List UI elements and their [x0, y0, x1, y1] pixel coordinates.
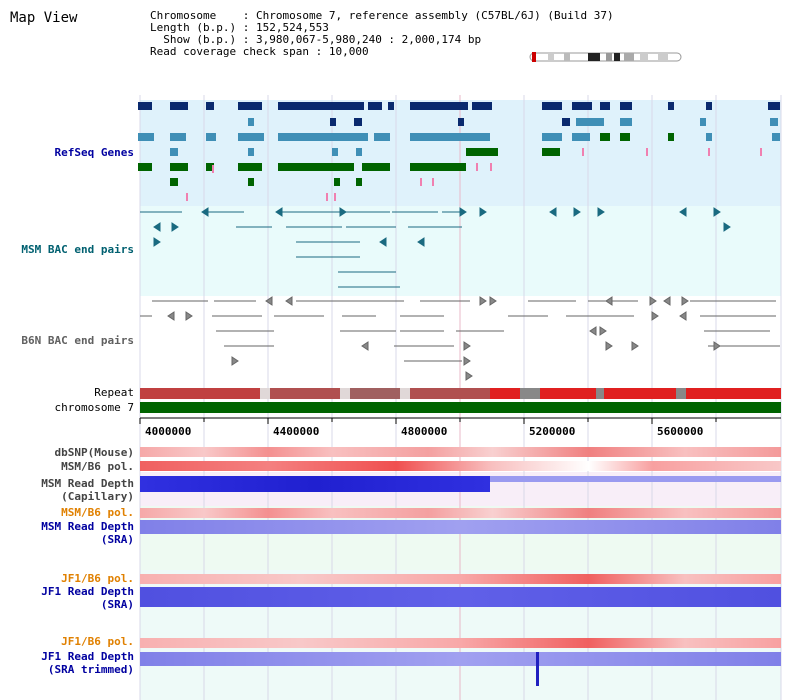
axis-tick-label: 4800000: [401, 425, 448, 438]
repeat-marks: [140, 388, 781, 399]
jf1-depth-sra: [140, 587, 781, 607]
track-label-dbsnp[interactable]: dbSNP(Mouse): [54, 446, 134, 459]
length-key: Length (b.p.): [150, 21, 237, 34]
track-label-msm-depth-sra-sub: (SRA): [100, 533, 134, 546]
axis-tick-label: 4400000: [273, 425, 320, 438]
track-label-jf1-depth-sra[interactable]: JF1 Read Depth: [41, 585, 134, 598]
track-label-msm-pol-2[interactable]: MSM/B6 pol.: [61, 506, 134, 519]
track-label-msm-depth-cap-sub: (Capillary): [61, 490, 134, 503]
msm-depth-sra: [140, 520, 781, 534]
track-label-msm-pol-1[interactable]: MSM/B6 pol.: [61, 460, 134, 473]
track-label-repeat[interactable]: Repeat: [94, 386, 134, 399]
track-label-jf1-depth-trim-sub: (SRA trimmed): [47, 663, 134, 676]
page-title: Map View: [10, 10, 78, 26]
track-label-msm-depth-cap[interactable]: MSM Read Depth: [41, 477, 134, 490]
position-axis: [139, 417, 781, 424]
track-label-refseq[interactable]: RefSeq Genes: [54, 146, 134, 159]
track-label-jf1-pol-1[interactable]: JF1/B6 pol.: [61, 572, 134, 585]
show-val: 3,980,067-5,980,240 : 2,000,174 bp: [255, 33, 482, 46]
refseq-genes: [138, 102, 780, 201]
msm-pol-heat-1: [140, 461, 781, 471]
length-val: 152,524,553: [255, 21, 329, 34]
show-key: Show (b.p.): [163, 33, 237, 46]
jf1-pol-heat-1: [140, 574, 781, 584]
track-label-jf1-pol-2[interactable]: JF1/B6 pol.: [61, 635, 134, 648]
track-label-chromosome: chromosome 7: [54, 401, 134, 414]
track-label-jf1-depth-trim[interactable]: JF1 Read Depth: [41, 650, 134, 663]
jf1-pol-heat-2: [140, 638, 781, 648]
chromosome-bar: [140, 402, 781, 413]
chrom-val: Chromosome 7, reference assembly (C57BL/…: [255, 9, 614, 22]
span-key: Read coverage check span: [150, 45, 309, 58]
chromosome-info: Chromosome : Chromosome 7, reference ass…: [150, 9, 614, 58]
chromosome-ideogram[interactable]: [528, 52, 683, 62]
span-val: 10,000: [328, 45, 369, 58]
axis-tick-label: 5600000: [657, 425, 704, 438]
b6n-bac-pairs: [140, 296, 780, 381]
chrom-key: Chromosome: [150, 9, 217, 22]
track-label-b6n-bac[interactable]: B6N BAC end pairs: [21, 334, 134, 347]
track-label-jf1-depth-sra-sub: (SRA): [100, 598, 134, 611]
axis-tick-label: 5200000: [529, 425, 576, 438]
msm-bac-pairs: [140, 207, 731, 288]
msm-depth-capillary: [140, 476, 490, 492]
jf1-depth-trim: [140, 652, 781, 666]
track-label-msm-depth-sra[interactable]: MSM Read Depth: [41, 520, 134, 533]
track-label-msm-bac[interactable]: MSM BAC end pairs: [21, 243, 134, 256]
axis-tick-label: 4000000: [145, 425, 192, 438]
msm-pol-heat-2: [140, 508, 781, 518]
